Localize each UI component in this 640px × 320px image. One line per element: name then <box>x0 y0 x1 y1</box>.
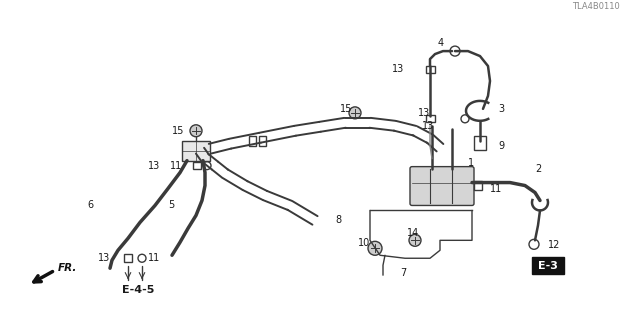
Text: 2: 2 <box>535 164 541 174</box>
Text: 11: 11 <box>490 184 502 194</box>
Text: 11: 11 <box>170 161 182 171</box>
Text: 6: 6 <box>87 200 93 211</box>
Bar <box>193 162 201 169</box>
Circle shape <box>190 125 202 137</box>
Text: 13: 13 <box>98 253 110 263</box>
Bar <box>474 136 486 150</box>
Circle shape <box>368 241 382 255</box>
Text: 9: 9 <box>498 141 504 151</box>
Text: 4: 4 <box>438 38 444 48</box>
Bar <box>259 136 266 146</box>
Bar <box>248 136 255 146</box>
Bar <box>182 141 210 161</box>
Text: 13: 13 <box>422 121 435 131</box>
Text: 3: 3 <box>498 104 504 114</box>
FancyBboxPatch shape <box>410 167 474 205</box>
Text: 14: 14 <box>407 228 419 238</box>
Text: 15: 15 <box>340 104 353 114</box>
Bar <box>426 115 435 122</box>
Bar <box>124 254 132 262</box>
Text: 15: 15 <box>172 126 184 136</box>
Circle shape <box>409 234 421 246</box>
Text: 12: 12 <box>548 240 561 250</box>
Text: 11: 11 <box>148 253 160 263</box>
Text: TLA4B0110: TLA4B0110 <box>572 2 620 11</box>
Text: 1: 1 <box>468 158 474 168</box>
Text: 10: 10 <box>358 238 371 248</box>
Bar <box>474 181 482 190</box>
Text: E-4-5: E-4-5 <box>122 285 154 295</box>
Circle shape <box>349 107 361 119</box>
Text: FR.: FR. <box>58 263 77 273</box>
Text: 7: 7 <box>400 268 406 278</box>
Text: 5: 5 <box>168 200 174 211</box>
Text: E-3: E-3 <box>538 261 558 271</box>
Text: 13: 13 <box>392 64 404 74</box>
Bar <box>426 66 435 73</box>
Text: 13: 13 <box>418 108 430 118</box>
Text: 13: 13 <box>148 161 160 171</box>
FancyBboxPatch shape <box>532 257 564 274</box>
Text: 8: 8 <box>335 215 341 225</box>
